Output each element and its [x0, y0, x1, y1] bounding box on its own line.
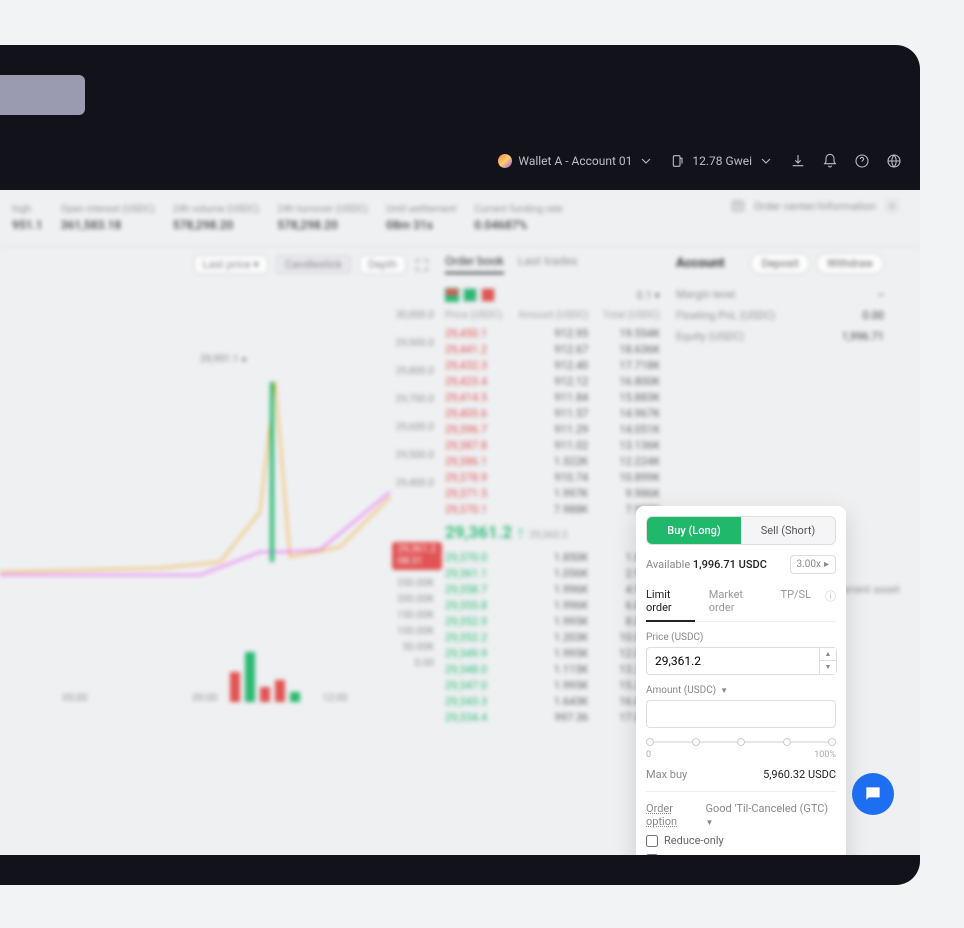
- ob-view-bids-icon[interactable]: [463, 288, 477, 302]
- help-icon[interactable]: [854, 153, 870, 169]
- orderbook-tab[interactable]: Order book: [445, 254, 504, 274]
- wallet-label: Wallet A - Account 01: [518, 154, 632, 168]
- globe-icon[interactable]: [886, 153, 902, 169]
- app-frame: Wallet A - Account 01 12.78 Gwei Order c…: [0, 45, 920, 885]
- fullscreen-icon[interactable]: [414, 257, 430, 273]
- list-icon: [730, 198, 746, 214]
- ob-mid-price: 29,361.2 ↑ 29,360.3: [445, 517, 660, 549]
- gwei-indicator[interactable]: 12.78 Gwei: [670, 153, 774, 169]
- last-price-select[interactable]: Last price ▾: [194, 255, 268, 274]
- chart-svg: [0, 292, 420, 712]
- tpsl-checkbox[interactable]: [646, 854, 658, 856]
- gear-icon[interactable]: [884, 198, 900, 214]
- chevron-down-icon: [758, 153, 774, 169]
- order-option-select[interactable]: Good 'Til-Canceled (GTC) ▼: [706, 802, 837, 828]
- order-entry-panel: Buy (Long) Sell (Short) Available 1,996.…: [636, 506, 846, 855]
- tpsl-tab[interactable]: TP/SL: [781, 582, 812, 621]
- gwei-label: 12.78 Gwei: [692, 154, 752, 168]
- price-step-up[interactable]: ▲: [820, 648, 836, 661]
- download-icon[interactable]: [790, 153, 806, 169]
- placeholder-bar: [0, 75, 85, 115]
- bell-icon[interactable]: [822, 153, 838, 169]
- info-icon[interactable]: ⓘ: [825, 582, 836, 621]
- wallet-avatar-icon: [498, 154, 512, 168]
- price-step-down[interactable]: ▼: [820, 661, 836, 674]
- sell-short-button[interactable]: Sell (Short): [741, 517, 835, 544]
- ob-view-asks-icon[interactable]: [481, 288, 495, 302]
- amount-label[interactable]: Amount (USDC) ▼: [646, 685, 836, 696]
- main-panel: Order center/Information high951.1 Open …: [0, 190, 920, 855]
- amount-input[interactable]: [646, 700, 836, 728]
- depth-tab[interactable]: Depth: [359, 255, 406, 274]
- buy-long-button[interactable]: Buy (Long): [647, 517, 741, 544]
- ob-view-both-icon[interactable]: [445, 288, 459, 302]
- reduce-only-checkbox[interactable]: [646, 835, 658, 847]
- market-order-tab[interactable]: Market order: [709, 582, 767, 621]
- chat-fab[interactable]: [852, 773, 894, 815]
- amount-slider[interactable]: [646, 736, 836, 748]
- withdraw-button[interactable]: Withdraw: [816, 253, 884, 274]
- topbar: Wallet A - Account 01 12.78 Gwei: [0, 145, 920, 177]
- last-trades-tab[interactable]: Last trades: [518, 254, 578, 274]
- account-title: Account: [676, 256, 725, 271]
- price-input[interactable]: [646, 647, 819, 675]
- orderbook: Order book Last trades 0.1 ▾ Price (USDC…: [445, 244, 660, 725]
- leverage-selector[interactable]: 3.00x ▸: [790, 555, 837, 574]
- gas-icon: [670, 153, 686, 169]
- deposit-button[interactable]: Deposit: [750, 253, 809, 274]
- candlestick-tab[interactable]: Candlestick: [276, 255, 351, 274]
- chart-toolbar: Last price ▾ Candlestick Depth: [0, 247, 440, 282]
- price-chart[interactable]: 29,951.1 ◂ 30,000.029,900.029,800.029,70…: [0, 282, 440, 712]
- price-stepper: ▲ ▼: [819, 647, 837, 675]
- wallet-selector[interactable]: Wallet A - Account 01: [498, 153, 654, 169]
- ob-grouping[interactable]: 0.1 ▾: [636, 289, 660, 302]
- limit-order-tab[interactable]: Limit order: [646, 582, 695, 622]
- chevron-down-icon: [638, 153, 654, 169]
- side-segment: Buy (Long) Sell (Short): [646, 516, 836, 545]
- order-center-link[interactable]: Order center/Information: [730, 198, 900, 214]
- price-label: Price (USDC): [646, 632, 836, 643]
- account-panel: Account Deposit Withdraw Margin level-- …: [676, 243, 884, 347]
- chat-icon: [863, 784, 883, 804]
